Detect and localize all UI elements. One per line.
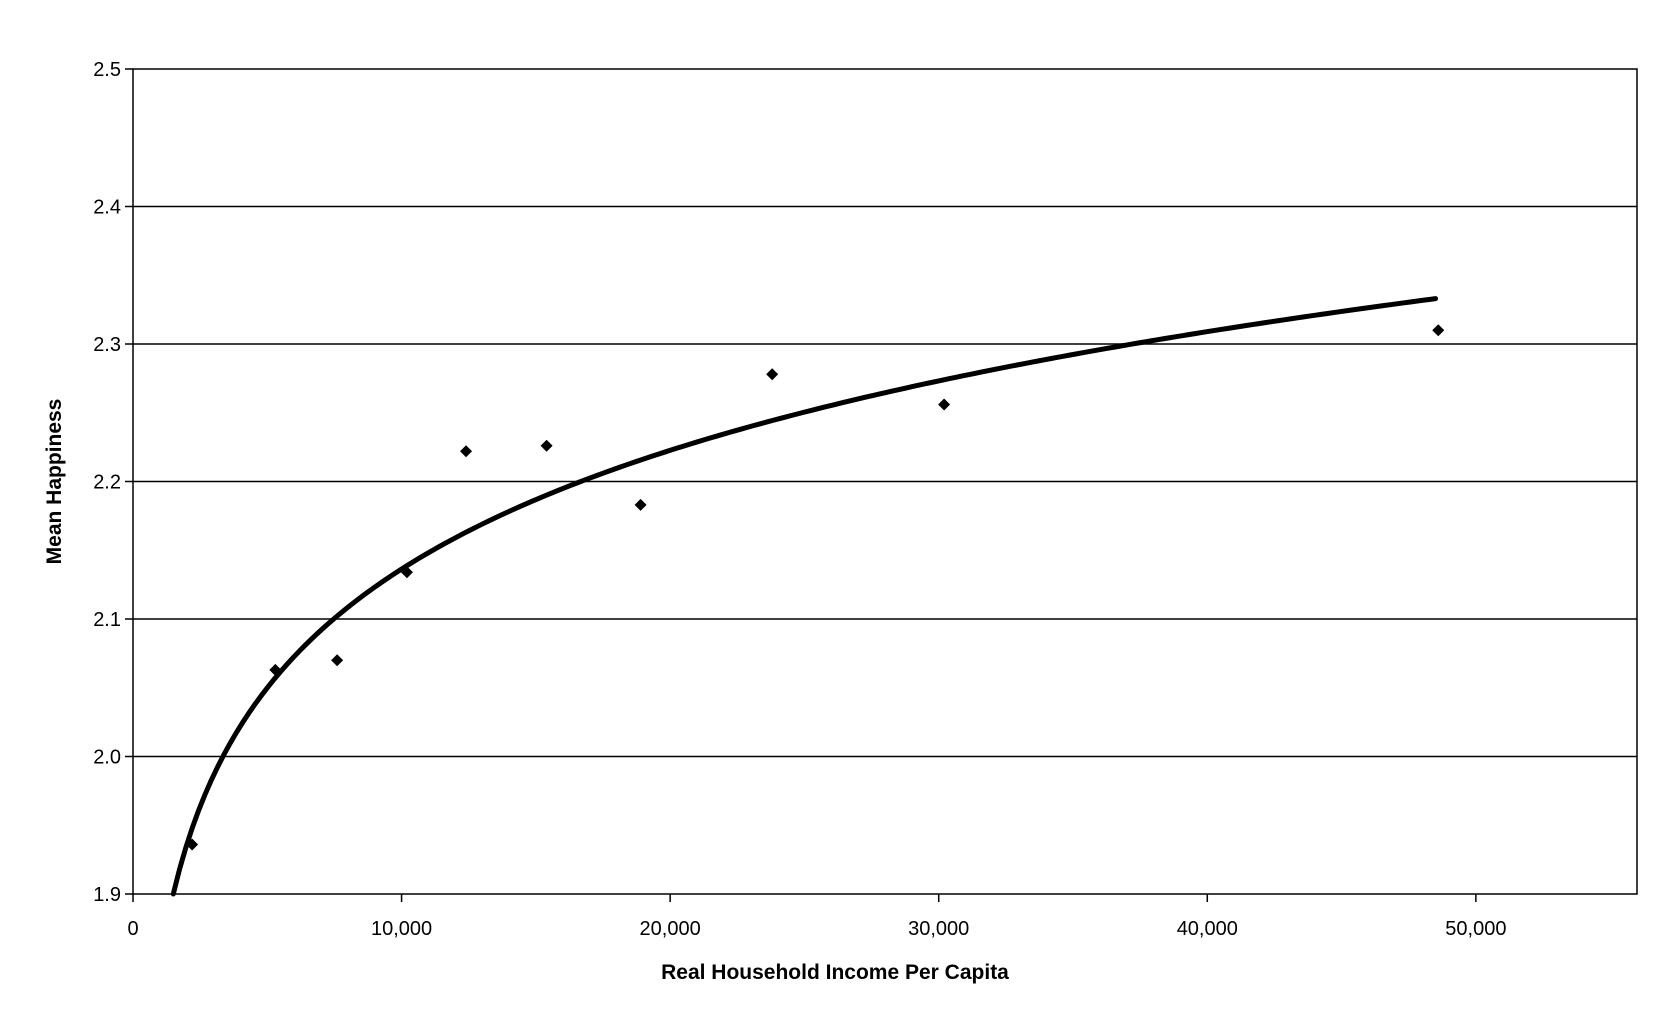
x-axis-title: Real Household Income Per Capita (661, 961, 1009, 984)
trendline (170, 296, 1439, 897)
y-tick-label: 1.9 (93, 884, 121, 906)
x-tick-label: 10,000 (371, 918, 432, 940)
data-point (938, 398, 951, 411)
x-tick-label: 30,000 (908, 918, 969, 940)
data-point (540, 439, 553, 452)
data-point (331, 654, 344, 667)
data-point (1432, 324, 1445, 337)
data-point (634, 498, 647, 511)
data-point (186, 838, 199, 851)
x-tick-label: 50,000 (1445, 918, 1506, 940)
x-tick-label: 0 (127, 918, 138, 940)
y-tick-label: 2.5 (93, 59, 121, 81)
data-points (186, 324, 1445, 851)
data-point (269, 663, 282, 676)
y-tick-label: 2.4 (93, 197, 121, 219)
y-tick-label: 2.1 (93, 609, 121, 631)
data-point (766, 368, 779, 381)
y-tick-label: 2.0 (93, 747, 121, 769)
data-point (460, 445, 473, 458)
x-tick-label: 20,000 (640, 918, 701, 940)
y-tick-label: 2.3 (93, 334, 121, 356)
gridlines (133, 205, 1637, 758)
y-axis-ticks: 1.9 2.0 2.1 2.2 2.3 2.4 2.5 (93, 59, 133, 906)
y-axis-title: Mean Happiness (43, 399, 66, 565)
x-tick-label: 40,000 (1177, 918, 1238, 940)
y-tick-label: 2.2 (93, 472, 121, 494)
data-point (400, 566, 413, 579)
x-axis-ticks: 0 10,000 20,000 30,000 40,000 50,000 (127, 894, 1506, 940)
